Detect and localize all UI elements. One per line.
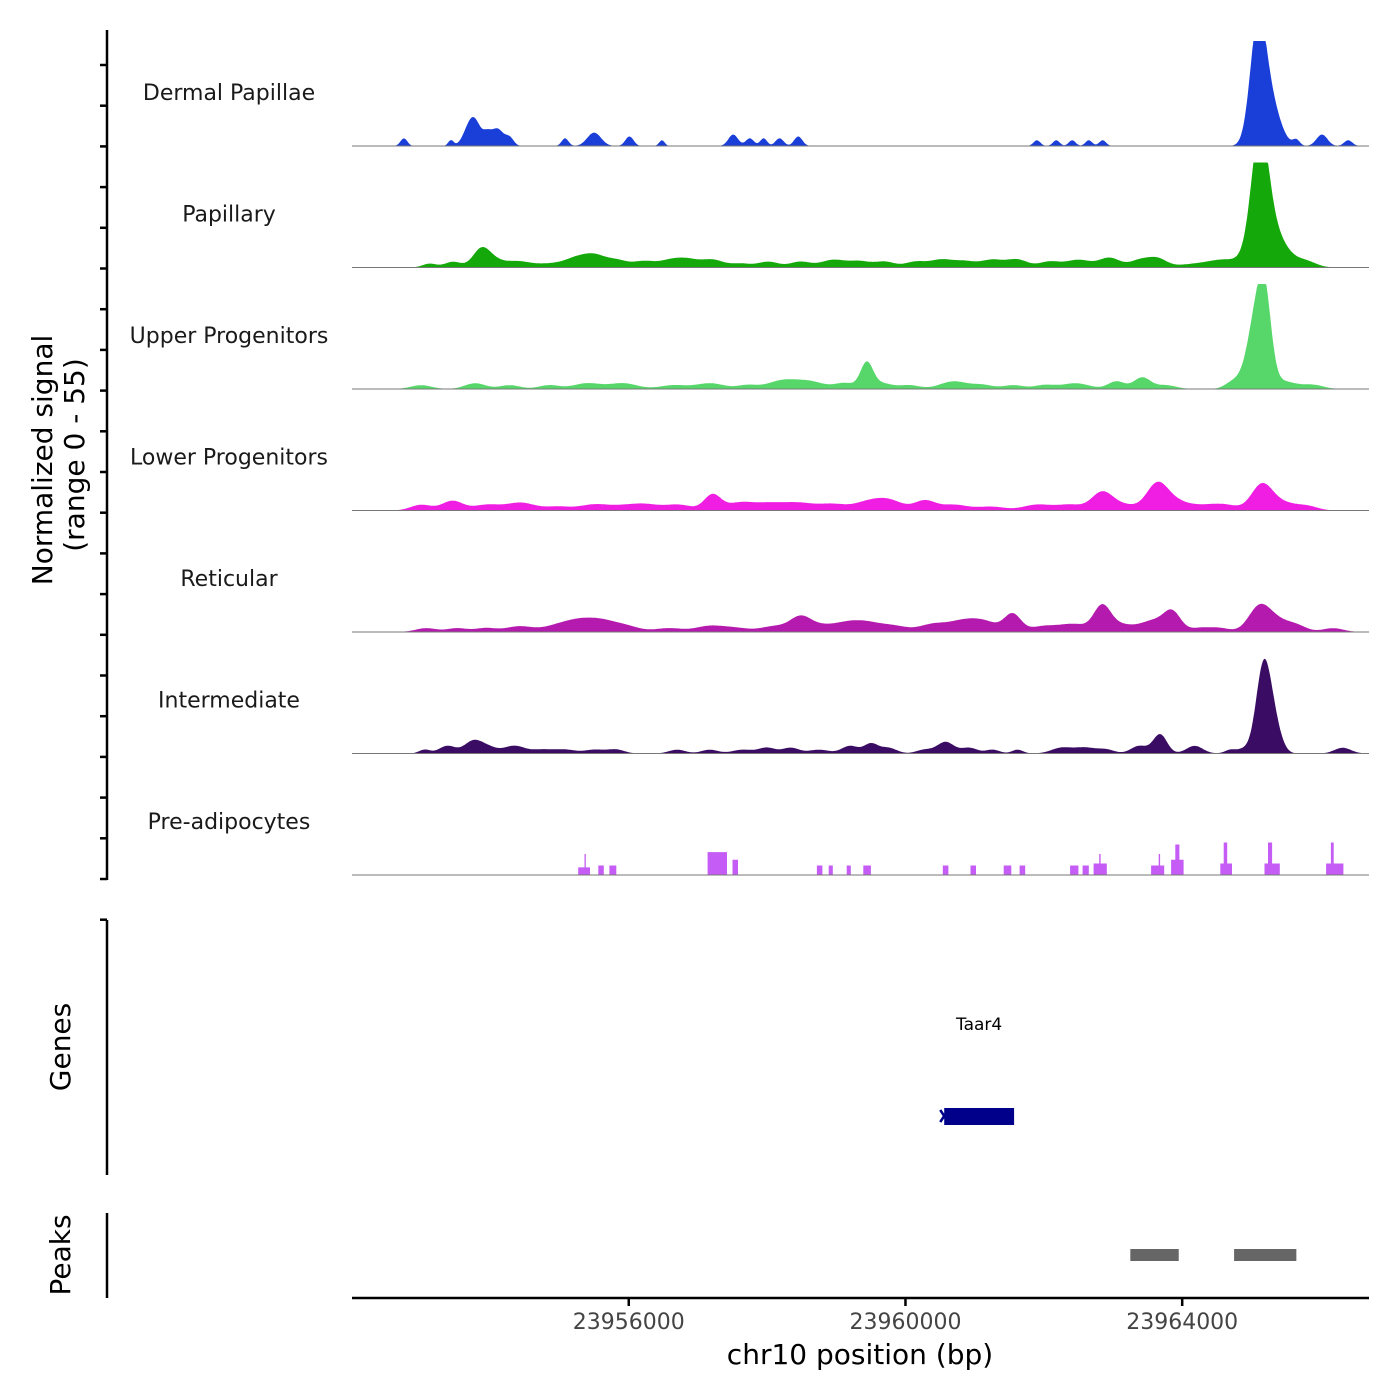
track-dermal-papillae: Dermal Papillae [143, 41, 1369, 147]
signal-area-pre-adipocytes [578, 842, 1344, 875]
y-axis-title-line2: (range 0 - 55) [58, 358, 91, 552]
x-tick-label: 23956000 [573, 1310, 685, 1335]
track-papillary: Papillary [182, 162, 1369, 268]
track-reticular: Reticular [180, 567, 1369, 633]
track-label: Upper Progenitors [130, 324, 329, 349]
signal-y-axis-ticks [100, 63, 107, 921]
signal-area-intermediate [352, 658, 1369, 754]
track-label: Reticular [180, 567, 278, 592]
signal-area-lower-progenitors [352, 481, 1369, 511]
genes-panel-label: Genes [44, 1003, 77, 1091]
track-upper-progenitors: Upper Progenitors [130, 284, 1369, 390]
y-axis-title-line1: Normalized signal [26, 335, 59, 586]
peaks-panel-label: Peaks [44, 1214, 77, 1295]
track-label: Papillary [182, 203, 276, 228]
track-lower-progenitors: Lower Progenitors [130, 446, 1369, 511]
gene-label: Taar4 [955, 1015, 1002, 1035]
signal-area-papillary [352, 162, 1369, 268]
track-label: Pre-adipocytes [148, 810, 311, 835]
genes-track: Taar4 [939, 1015, 1015, 1125]
x-axis-title: chr10 position (bp) [727, 1338, 993, 1371]
gene-body [944, 1108, 1015, 1125]
track-pre-adipocytes: Pre-adipocytes [148, 810, 1369, 876]
peak-region [1234, 1249, 1297, 1261]
x-axis-ticks: 23956000 23960000 23964000 [573, 1298, 1238, 1335]
gene-strand-marker [939, 1109, 950, 1123]
track-label: Dermal Papillae [143, 81, 315, 106]
x-tick-label: 23964000 [1126, 1310, 1238, 1335]
track-label: Intermediate [158, 689, 300, 714]
signal-area-dermal-papillae [352, 41, 1369, 146]
signal-tracks: Dermal Papillae Papillary Upper Progenitor… [130, 41, 1369, 876]
x-tick-label: 23960000 [849, 1310, 961, 1335]
track-intermediate: Intermediate [158, 658, 1369, 754]
peak-region [1130, 1249, 1179, 1261]
signal-area-reticular [352, 603, 1369, 632]
peaks-track [1130, 1249, 1297, 1261]
signal-area-upper-progenitors [352, 284, 1369, 389]
track-label: Lower Progenitors [130, 446, 328, 471]
